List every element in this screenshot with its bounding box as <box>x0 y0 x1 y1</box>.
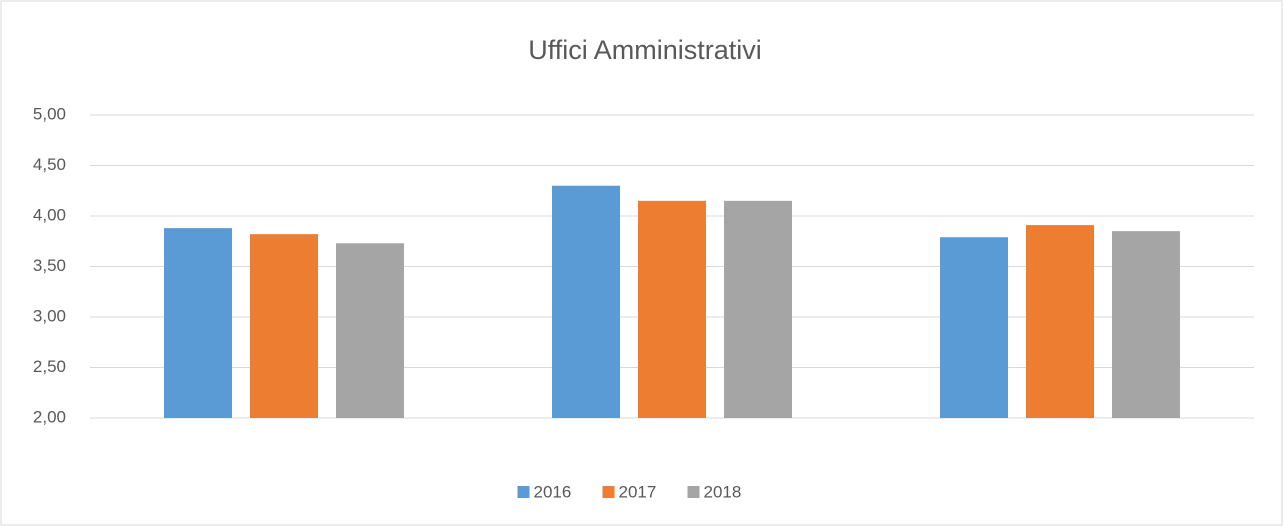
bar <box>1112 231 1180 418</box>
bar <box>940 237 1008 418</box>
y-tick-label: 4,00 <box>33 205 66 224</box>
bar <box>336 243 404 418</box>
chart-title: Uffici Amministrativi <box>528 35 762 65</box>
legend-swatch <box>517 486 530 498</box>
y-tick-label: 3,00 <box>33 306 66 325</box>
y-tick-label: 5,00 <box>33 104 66 123</box>
bar <box>638 200 706 418</box>
bar <box>552 185 620 418</box>
bar <box>164 228 232 418</box>
y-tick-label: 3,50 <box>33 256 66 275</box>
legend-label: 2017 <box>619 482 657 501</box>
legend-label: 2018 <box>704 482 742 501</box>
bar <box>250 234 318 418</box>
legend-swatch <box>687 486 700 498</box>
y-tick-label: 2,50 <box>33 357 66 376</box>
bar <box>1026 225 1094 418</box>
bar <box>724 200 792 418</box>
y-tick-label: 4,50 <box>33 155 66 174</box>
legend-label: 2016 <box>534 482 572 501</box>
legend-swatch <box>602 486 615 498</box>
y-tick-label: 2,00 <box>33 407 66 426</box>
